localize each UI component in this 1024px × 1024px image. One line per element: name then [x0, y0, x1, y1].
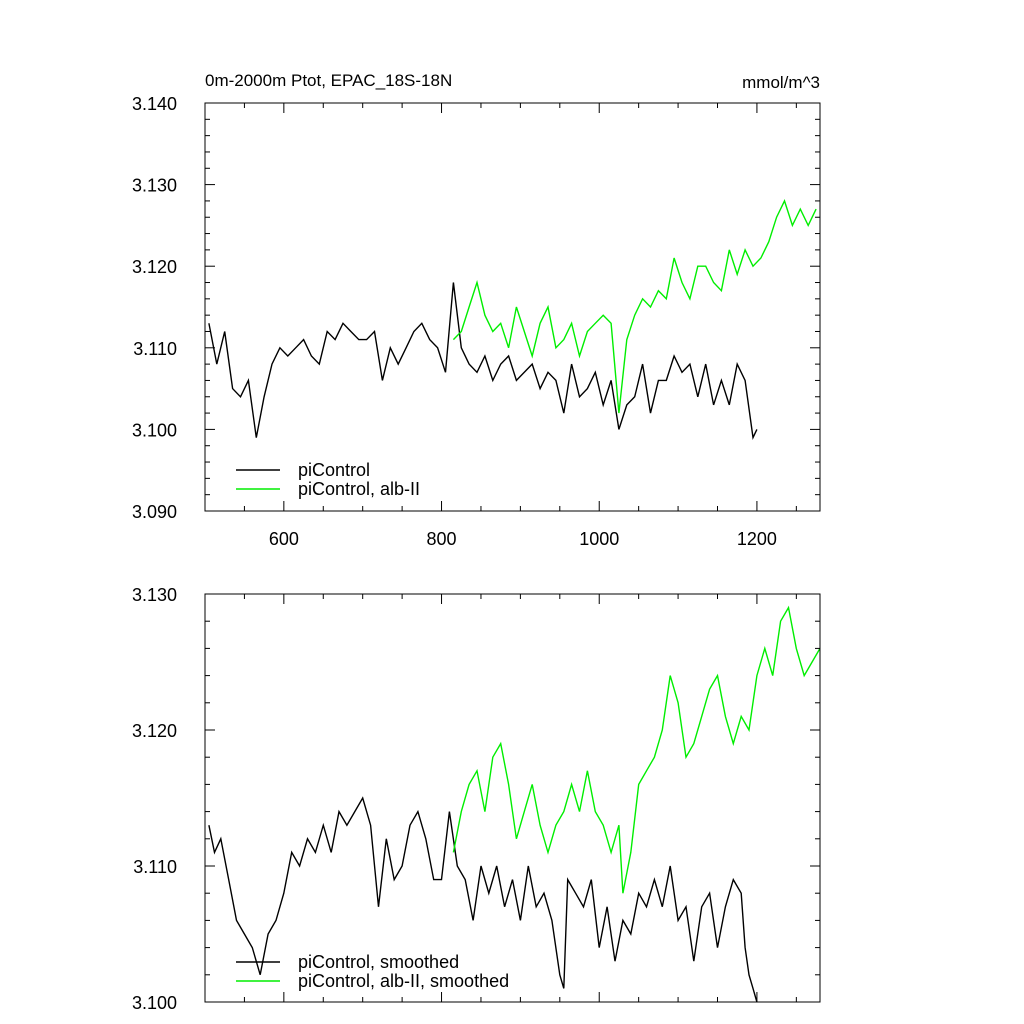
bottom-y-tick-label: 3.130	[132, 585, 177, 605]
top-legend-label-1: piControl, alb-II	[298, 479, 420, 499]
bottom-series-layer	[208, 605, 821, 1003]
title-right: mmol/m^3	[742, 73, 820, 92]
top-y-tick-label: 3.130	[132, 176, 177, 196]
top-x-tick-label: 800	[427, 529, 457, 549]
top-panel: 600 800 1000 1200 3.090 3.100 3.110 3.120 3.130 3…	[132, 94, 821, 549]
bottom-y-tick-label: 3.110	[133, 857, 177, 877]
top-y-tick-label: 3.140	[132, 94, 177, 114]
top-x-tick-label: 600	[269, 529, 299, 549]
bottom-ticks-layer: 3.100 3.110 3.120 3.130	[132, 585, 820, 1013]
bottom-legend-label-0: piControl, smoothed	[298, 952, 459, 972]
bottom-y-tick-label: 3.120	[132, 721, 177, 741]
bottom-legend-label-1: piControl, alb-II, smoothed	[298, 971, 509, 991]
title-left: 0m-2000m Ptot, EPAC_18S-18N	[205, 71, 452, 90]
top-y-tick-label: 3.120	[132, 257, 177, 277]
bottom-series-line-1	[452, 605, 821, 894]
top-x-tick-label: 1000	[579, 529, 619, 549]
top-y-tick-label: 3.090	[132, 502, 177, 522]
top-y-tick-label: 3.100	[132, 420, 177, 440]
top-ticks-layer: 600 800 1000 1200 3.090 3.100 3.110 3.120 3.130 3…	[132, 94, 820, 549]
top-series-line-1	[452, 199, 817, 414]
top-x-tick-label: 1200	[737, 529, 777, 549]
top-series-layer	[208, 199, 817, 441]
bottom-panel: 3.100 3.110 3.120 3.130 piControl, smoothed…	[132, 585, 821, 1013]
bottom-series-line-0	[208, 796, 758, 1003]
top-y-tick-label: 3.110	[133, 339, 177, 359]
top-series-line-0	[208, 282, 758, 441]
top-legend-label-0: piControl	[298, 460, 370, 480]
top-plot-frame	[204, 102, 821, 512]
bottom-y-tick-label: 3.100	[132, 993, 177, 1013]
bottom-plot-frame	[204, 593, 821, 1003]
